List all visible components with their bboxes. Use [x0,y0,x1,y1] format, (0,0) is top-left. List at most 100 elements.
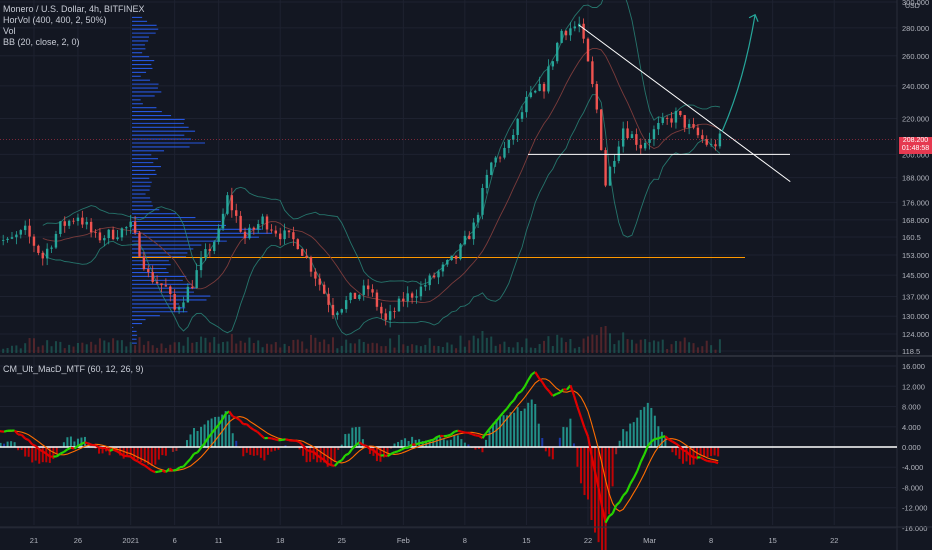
volume-bar [411,344,414,353]
volume-bar [437,346,440,353]
candle-body [270,229,273,231]
candle-body [314,271,317,279]
macd-histogram-bar [80,437,83,447]
macd-histogram-bar [534,403,537,447]
vol-legend[interactable]: Vol [3,26,16,36]
macd-histogram-bar [456,435,459,447]
candle-body [441,264,445,272]
macd-line-segment [80,441,86,445]
time-axis[interactable]: 21 26 2021 6 11 18 25 Feb 8 15 22 Mar 8 15 22 [0,526,932,545]
macd-histogram-bar [150,447,153,466]
macd-histogram-bar [175,447,178,451]
volume-bar [125,346,128,353]
macd-histogram-bar [397,441,400,447]
macd-line-segment [84,441,89,445]
volume-bar [688,342,691,353]
candle-body [151,272,154,282]
macd-histogram-bar [625,431,628,447]
time-tick-label: 25 [338,536,346,545]
macd-histogram-bar [112,447,115,451]
macd-histogram-bar [646,402,649,447]
candle-body [186,286,190,303]
macd-line-segment [625,483,632,493]
macd-histogram-bar [615,447,618,455]
macd-histogram-bar [185,440,188,447]
volume-bar [222,342,225,353]
volume-bar [367,343,370,353]
macd-legend[interactable]: CM_Ult_MacD_MTF (60, 12, 26, 9) [3,364,144,374]
candle-body [331,304,335,316]
candle-body [142,256,146,270]
macd-line-segment [70,446,75,450]
candle-body [406,293,409,302]
volume-bar [195,341,198,353]
macd-line-segment [657,435,663,440]
macd-histogram-bar [467,444,470,447]
macd-histogram-bar [270,447,273,452]
macd-line-segment [88,442,93,446]
candle-body [129,221,132,228]
macd-line-segment [481,432,487,439]
macd-line-segment [527,373,533,381]
candle-body [177,307,181,310]
macd-histogram-bar [305,447,308,463]
macd-line-segment [144,464,149,470]
bb-legend[interactable]: BB (20, close, 2, 0) [3,37,80,47]
macd-line-segment [302,444,308,451]
macd-tick-label: -16.000 [902,524,927,533]
macd-histogram-bar [13,442,16,447]
candle-body [701,135,704,140]
macd-histogram-bar [0,442,2,447]
volume-bar [362,341,365,353]
volume-bar [463,346,466,353]
macd-histogram-bar [193,427,196,447]
macd-histogram-bar [351,427,354,447]
candle-body [107,229,110,239]
volume-bar [63,348,66,353]
candle-body [481,187,484,215]
macd-line-segment [583,427,590,437]
volume-bar [208,342,211,353]
candle-body [705,139,708,145]
volume-bar [353,343,356,353]
volume-bar [459,335,462,353]
candle-body [569,28,572,36]
macd-histogram-bar [681,447,684,464]
candle-body [349,292,352,301]
macd-line-segment [608,512,614,518]
volume-bar [266,343,269,353]
volume-bar [648,342,651,353]
volume-bar [98,338,101,353]
candlestick-series [1,16,722,328]
candle-body [226,195,229,214]
volume-bar [652,340,655,353]
macd-line-segment [94,444,100,449]
hvol-legend[interactable]: HorVol (400, 400, 2, 50%) [3,15,107,25]
macd-line-segment [217,419,224,426]
macd-histogram-bar [24,447,27,457]
volume-bar [622,332,625,353]
macd-line-segment [654,437,659,441]
candle-body [402,298,405,302]
candle-body [525,97,528,113]
macd-histogram-bar [611,447,614,487]
candle-body [81,217,84,225]
macd-histogram-bar [407,441,410,447]
volume-bar [503,341,506,353]
candle-body [204,249,207,258]
symbol-title[interactable]: Monero / U.S. Dollar, 4h, BITFINEX [3,4,145,14]
macd-line-segment [298,441,304,447]
volume-bar [116,340,119,353]
macd-histogram-bar [492,423,495,447]
macd-histogram-bar [259,447,262,458]
macd-line-segment [24,437,30,442]
candle-body [604,150,607,186]
macd-line-segment [541,381,547,389]
macd-histogram-bar [685,447,688,462]
macd-line-segment [238,419,245,425]
macd-line-segment [509,399,515,405]
candle-body [10,237,14,239]
candle-body [111,229,115,240]
